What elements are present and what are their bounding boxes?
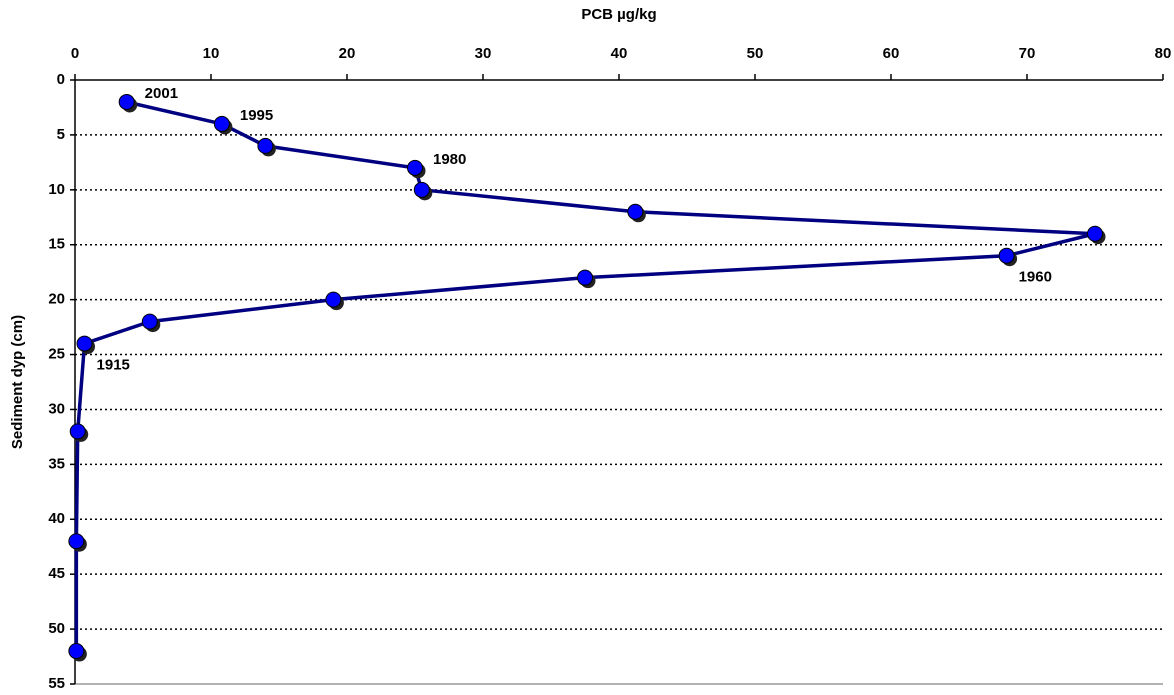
data-point [1087, 225, 1103, 242]
point-label: 1915 [97, 357, 130, 374]
x-tick-label: 10 [203, 45, 220, 62]
data-point [325, 291, 342, 308]
x-tick-label: 30 [475, 45, 492, 62]
data-point [998, 247, 1015, 264]
x-tick-label: 70 [1019, 45, 1036, 62]
y-tick-label: 55 [48, 675, 65, 692]
data-point [141, 313, 158, 330]
x-axis-label: PCB µg/kg [581, 6, 656, 23]
y-tick-label: 25 [48, 346, 65, 363]
x-tick-label: 0 [71, 45, 79, 62]
data-point [68, 533, 85, 550]
data-point [69, 423, 86, 440]
y-tick-label: 20 [48, 291, 65, 308]
point-label: 1980 [433, 151, 466, 168]
data-point [407, 159, 423, 176]
y-tick-label: 35 [48, 455, 65, 472]
data-line [74, 100, 1097, 652]
point-label: 1960 [1019, 269, 1052, 286]
data-point [413, 181, 430, 198]
point-label: 1995 [240, 107, 273, 124]
y-tick-label: 45 [48, 565, 65, 582]
y-axis-label: Sediment dyp (cm) [9, 315, 26, 449]
point-label: 2001 [145, 85, 178, 102]
data-point [627, 203, 644, 220]
data-point [118, 93, 135, 110]
y-tick-label: 30 [48, 400, 65, 417]
data-point [257, 137, 274, 154]
x-tick-label: 60 [883, 45, 900, 62]
data-point [76, 335, 93, 352]
x-tick-label: 20 [339, 45, 356, 62]
y-tick-label: 5 [57, 126, 65, 143]
data-point [577, 269, 593, 286]
data-point [68, 643, 85, 660]
y-tick-label: 50 [48, 620, 65, 637]
x-tick-label: 40 [611, 45, 628, 62]
x-tick-label: 50 [747, 45, 764, 62]
x-tick-label: 80 [1155, 45, 1172, 62]
y-tick-label: 15 [48, 236, 65, 253]
y-tick-label: 40 [48, 510, 65, 527]
y-tick-label: 10 [48, 181, 65, 198]
y-tick-label: 0 [57, 71, 65, 88]
data-point [213, 115, 230, 132]
